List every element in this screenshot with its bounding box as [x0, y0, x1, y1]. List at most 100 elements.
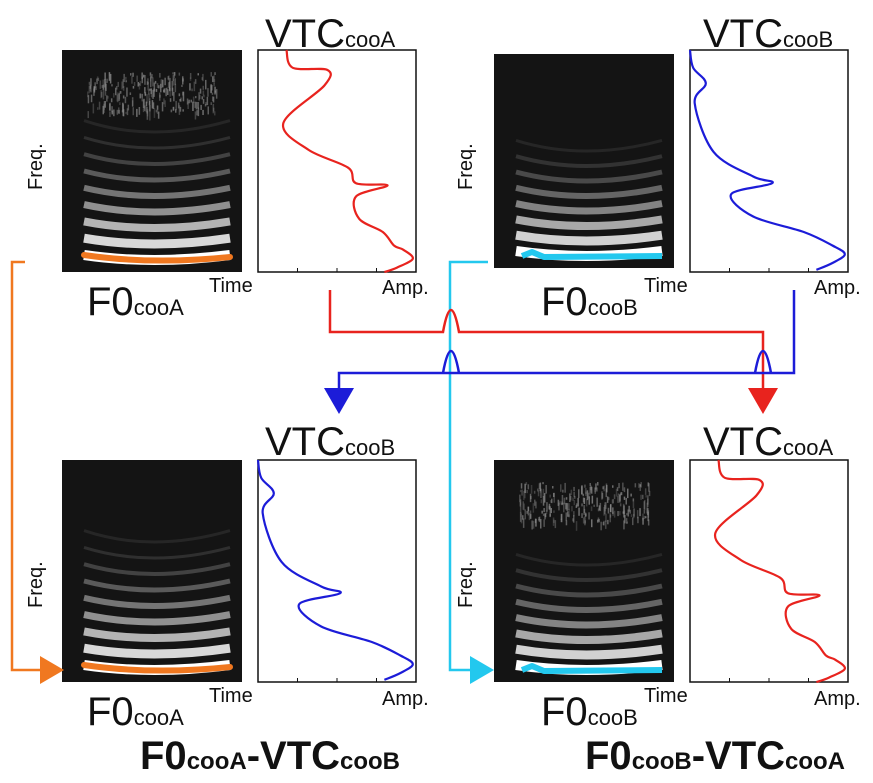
- noise-streak: [199, 88, 202, 94]
- noise-streak: [136, 75, 138, 82]
- noise-streak: [568, 503, 570, 510]
- noise-streak: [146, 81, 149, 85]
- f0-contour: [520, 249, 663, 260]
- noise-streak: [146, 110, 149, 120]
- noise-streak: [106, 78, 108, 83]
- cyan-arrowhead: [470, 656, 494, 684]
- noise-streak: [552, 517, 555, 526]
- noise-streak: [153, 88, 155, 97]
- noise-streak: [645, 495, 647, 498]
- noise-streak: [582, 497, 585, 503]
- noise-streak: [194, 111, 197, 120]
- noise-streak: [584, 484, 586, 488]
- cyan-f0-arrow-line: [448, 260, 488, 672]
- noise-streak: [639, 484, 641, 487]
- noise-streak: [534, 518, 537, 523]
- noise-streak: [174, 78, 176, 85]
- amp-label-top-right: Amp.: [814, 277, 861, 299]
- noise-streak: [617, 511, 619, 517]
- noise-streak: [145, 101, 148, 107]
- noise-streak: [578, 489, 580, 499]
- noise-streak: [195, 96, 197, 99]
- noise-streak: [149, 72, 152, 76]
- noise-streak: [627, 488, 629, 499]
- noise-streak: [519, 494, 521, 503]
- noise-streak: [601, 491, 603, 500]
- harmonic-band: [83, 578, 231, 593]
- vtc-label-top-left: VTCcooA: [265, 12, 396, 56]
- noise-streak: [647, 482, 649, 487]
- noise-streak: [647, 495, 649, 505]
- noise-streak: [171, 80, 173, 91]
- envelope-br: [689, 459, 849, 684]
- noise-streak: [613, 510, 616, 518]
- noise-streak: [105, 83, 107, 91]
- harmonic-band: [515, 138, 663, 153]
- envelope-frame: [689, 49, 849, 273]
- noise-streak: [92, 103, 95, 114]
- noise-streak: [132, 86, 135, 89]
- noise-streak: [607, 519, 609, 525]
- noise-streak: [637, 516, 639, 524]
- noise-streak: [597, 508, 600, 512]
- noise-streak: [142, 100, 145, 109]
- noise-streak: [623, 511, 625, 518]
- spectrogram-background: [494, 460, 674, 682]
- noise-streak: [639, 484, 641, 491]
- noise-streak: [552, 486, 554, 489]
- noise-streak: [545, 485, 547, 494]
- noise-streak: [577, 497, 579, 507]
- noise-streak: [647, 498, 649, 508]
- noise-streak: [525, 482, 528, 486]
- noise-streak: [572, 518, 574, 522]
- freq-label-bottom-left: Freq.: [25, 561, 47, 608]
- noise-streak: [210, 72, 212, 77]
- noise-streak: [106, 95, 108, 102]
- noise-streak: [647, 508, 649, 515]
- noise-streak: [202, 98, 205, 104]
- noise-streak: [159, 92, 161, 101]
- noise-streak: [172, 75, 174, 82]
- noise-streak: [626, 521, 628, 524]
- harmonic-band: [83, 545, 231, 560]
- noise-streak: [571, 506, 573, 512]
- noise-streak: [186, 98, 189, 105]
- noise-streak: [122, 95, 125, 99]
- noise-streak: [126, 87, 128, 97]
- noise-streak: [131, 100, 134, 107]
- noise-streak: [137, 82, 139, 87]
- noise-streak: [553, 492, 555, 497]
- vtc-label-top-right: VTCcooB: [703, 12, 834, 56]
- noise-streak: [589, 486, 591, 495]
- noise-streak: [87, 91, 89, 98]
- noise-streak: [619, 503, 622, 507]
- noise-streak: [94, 82, 96, 89]
- noise-streak: [116, 109, 119, 115]
- noise-streak: [173, 72, 175, 78]
- noise-streak: [188, 99, 190, 104]
- noise-streak: [533, 490, 536, 494]
- noise-streak: [574, 495, 576, 499]
- noise-streak: [640, 482, 642, 488]
- noise-streak: [582, 493, 584, 497]
- noise-streak: [122, 110, 124, 116]
- noise-streak: [109, 74, 112, 84]
- noise-streak: [519, 499, 522, 506]
- vtc-envelope-curve: [256, 459, 414, 681]
- noise-streak: [542, 496, 545, 506]
- envelope-frame: [689, 459, 849, 683]
- noise-streak: [214, 72, 216, 75]
- noise-streak: [141, 72, 143, 80]
- noise-streak: [535, 501, 537, 509]
- noise-streak: [643, 515, 646, 519]
- noise-streak: [585, 491, 587, 494]
- noise-streak: [102, 79, 104, 85]
- noise-streak: [142, 74, 145, 78]
- noise-streak: [543, 493, 546, 503]
- noise-streak: [590, 486, 592, 491]
- noise-streak: [167, 82, 170, 88]
- noise-streak: [166, 87, 168, 91]
- noise-streak: [88, 81, 91, 85]
- noise-streak: [213, 75, 215, 84]
- noise-streak: [144, 92, 147, 95]
